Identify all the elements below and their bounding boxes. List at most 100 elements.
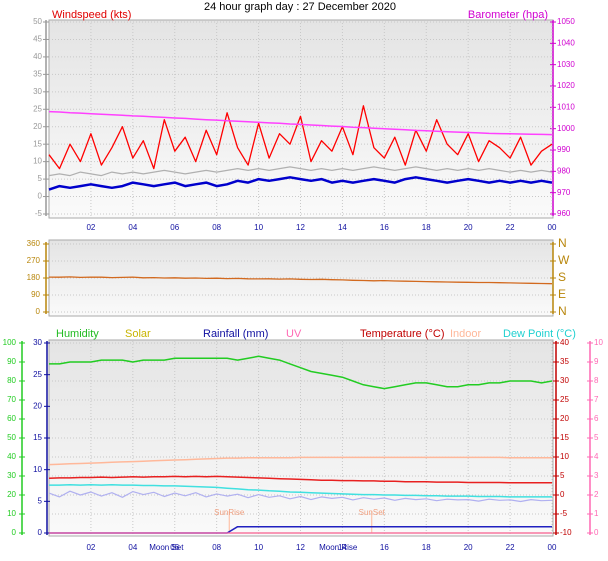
- y-tick-label: N: [558, 304, 567, 318]
- y-tick-label: 1010: [557, 102, 575, 111]
- y-tick-label: 4: [594, 452, 599, 461]
- y-tick-label: 45: [33, 35, 42, 44]
- y-tick-label: 80: [7, 376, 16, 385]
- x-tick-label: 06: [170, 223, 179, 232]
- x-tick-label: 18: [422, 223, 431, 232]
- y-tick-label: 960: [557, 209, 571, 218]
- y-tick-label: 1030: [557, 60, 575, 69]
- y-tick-label: S: [558, 270, 566, 284]
- y-tick-label: 100: [3, 338, 17, 347]
- y-tick-label: 40: [560, 338, 569, 347]
- x-tick-label: 12: [296, 543, 305, 552]
- y-tick-label: 1000: [557, 124, 575, 133]
- y-tick-label: 180: [27, 273, 41, 282]
- x-tick-label: 04: [128, 543, 137, 552]
- y-tick-label: 20: [33, 122, 42, 131]
- chart-title: 24 hour graph day : 27 December 2020: [204, 1, 396, 13]
- series-line: [48, 456, 552, 466]
- x-tick-label: 08: [212, 223, 221, 232]
- y2-axis-label: Barometer (hpa): [468, 9, 548, 21]
- y-tick-label: 60: [7, 414, 16, 423]
- y-tick-label: 90: [7, 357, 16, 366]
- x-tick-label: 10: [254, 543, 263, 552]
- y-tick-label: 30: [33, 87, 42, 96]
- y-tick-label: 40: [33, 52, 42, 61]
- y-tick-label: 35: [560, 357, 569, 366]
- y-tick-label: E: [558, 287, 566, 301]
- y-tick-label: W: [558, 253, 570, 267]
- x-tick-label: 14: [338, 223, 347, 232]
- y-tick-label: 980: [557, 166, 571, 175]
- y-tick-label: 15: [560, 433, 569, 442]
- y-tick-label: 3: [594, 471, 599, 480]
- y-tick-label: 50: [33, 17, 42, 26]
- y-tick-label: 10: [560, 452, 569, 461]
- annotation: Moon Set: [149, 543, 184, 552]
- legend-label: Indoor: [450, 328, 482, 340]
- y-tick-label: 50: [7, 433, 16, 442]
- series-line: [48, 176, 553, 191]
- x-tick-label: 16: [380, 543, 389, 552]
- annotation: Moon Rise: [319, 543, 358, 552]
- y-tick-label: 0: [36, 307, 41, 316]
- y-tick-label: 35: [33, 69, 42, 78]
- annotation: SunSet: [359, 508, 386, 517]
- y-tick-label: 25: [33, 370, 42, 379]
- y-tick-label: 990: [557, 145, 571, 154]
- y-tick-label: 0: [38, 192, 43, 201]
- y-tick-label: 360: [27, 239, 41, 248]
- series-line: [48, 276, 553, 285]
- series-line: [49, 355, 553, 390]
- y-tick-label: 10: [594, 338, 603, 347]
- y-tick-label: 20: [560, 414, 569, 423]
- y-axis-label: Windspeed (kts): [52, 9, 131, 21]
- y-tick-label: -10: [560, 528, 572, 537]
- y-tick-label: 15: [33, 433, 42, 442]
- x-tick-label: 00: [548, 543, 557, 552]
- y-tick-label: 6: [594, 414, 599, 423]
- y-tick-label: N: [558, 236, 567, 250]
- y-tick-label: 90: [31, 290, 40, 299]
- x-tick-label: 00: [548, 223, 557, 232]
- y-tick-label: 1050: [557, 17, 575, 26]
- y-tick-label: 25: [33, 104, 42, 113]
- x-tick-label: 10: [254, 223, 263, 232]
- legend-label: Dew Point (°C): [503, 328, 576, 340]
- y-tick-label: 40: [7, 452, 16, 461]
- x-tick-label: 12: [296, 223, 305, 232]
- x-tick-label: 04: [128, 223, 137, 232]
- y-tick-label: 8: [594, 376, 599, 385]
- series-line: [49, 483, 552, 498]
- y-tick-label: 2: [594, 490, 599, 499]
- y-tick-label: 1020: [557, 81, 575, 90]
- y-tick-label: 5: [38, 496, 43, 505]
- legend-label: UV: [286, 328, 302, 340]
- series-line: [48, 166, 553, 177]
- y-tick-label: 20: [7, 490, 16, 499]
- y-tick-label: 0: [12, 528, 17, 537]
- y-tick-label: -5: [35, 209, 43, 218]
- legend-label: Rainfall (mm): [203, 328, 268, 340]
- y-tick-label: 70: [7, 395, 16, 404]
- y-tick-label: 30: [33, 338, 42, 347]
- y-tick-label: 20: [33, 401, 42, 410]
- y-tick-label: 270: [27, 256, 41, 265]
- y-tick-label: 0: [38, 528, 43, 537]
- y-tick-label: 1: [594, 509, 599, 518]
- x-tick-label: 20: [464, 223, 473, 232]
- x-tick-label: 02: [86, 223, 95, 232]
- y-tick-label: 7: [594, 395, 599, 404]
- y-tick-label: 0: [594, 528, 599, 537]
- legend-label: Solar: [125, 328, 151, 340]
- legend-label: Humidity: [56, 328, 99, 340]
- x-tick-label: 14: [338, 543, 347, 552]
- x-tick-label: 18: [422, 543, 431, 552]
- y-tick-label: 10: [33, 157, 42, 166]
- series-line: [48, 110, 553, 136]
- y-tick-label: 15: [33, 139, 42, 148]
- y-tick-label: -5: [560, 509, 568, 518]
- y-tick-label: 1040: [557, 38, 575, 47]
- legend-label: Temperature (°C): [360, 328, 444, 340]
- x-tick-label: 08: [212, 543, 221, 552]
- series-line: [48, 105, 553, 170]
